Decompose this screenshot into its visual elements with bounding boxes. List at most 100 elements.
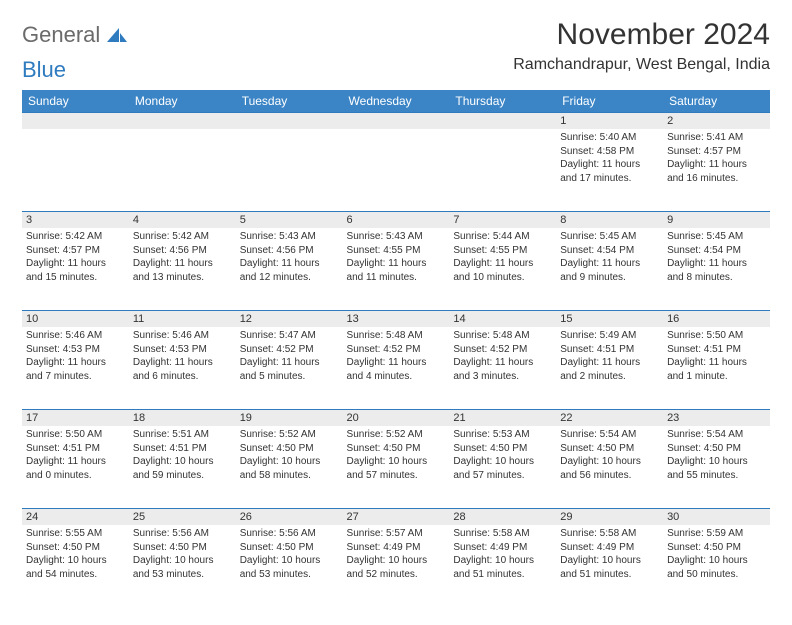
- d2-text: and 6 minutes.: [133, 370, 232, 384]
- d1-text: Daylight: 10 hours: [347, 455, 446, 469]
- d1-text: Daylight: 11 hours: [26, 257, 125, 271]
- daynum-cell: 17: [22, 409, 129, 426]
- day-content: Sunrise: 5:54 AMSunset: 4:50 PMDaylight:…: [556, 426, 663, 488]
- d2-text: and 56 minutes.: [560, 469, 659, 483]
- d2-text: and 9 minutes.: [560, 271, 659, 285]
- day-number: 9: [663, 211, 770, 228]
- day-cell: Sunrise: 5:51 AMSunset: 4:51 PMDaylight:…: [129, 426, 236, 508]
- sunrise-text: Sunrise: 5:56 AM: [133, 527, 232, 541]
- daynum-cell: [22, 112, 129, 129]
- d2-text: and 17 minutes.: [560, 172, 659, 186]
- sunrise-text: Sunrise: 5:45 AM: [560, 230, 659, 244]
- daynum-cell: 11: [129, 310, 236, 327]
- sunrise-text: Sunrise: 5:59 AM: [667, 527, 766, 541]
- d2-text: and 3 minutes.: [453, 370, 552, 384]
- day-number: 1: [556, 112, 663, 129]
- weekday-header: Tuesday: [236, 90, 343, 112]
- content-row: Sunrise: 5:55 AMSunset: 4:50 PMDaylight:…: [22, 525, 770, 607]
- content-row: Sunrise: 5:50 AMSunset: 4:51 PMDaylight:…: [22, 426, 770, 508]
- sunrise-text: Sunrise: 5:48 AM: [347, 329, 446, 343]
- day-cell: Sunrise: 5:49 AMSunset: 4:51 PMDaylight:…: [556, 327, 663, 409]
- daynum-row: 12: [22, 112, 770, 129]
- sunrise-text: Sunrise: 5:46 AM: [133, 329, 232, 343]
- d2-text: and 4 minutes.: [347, 370, 446, 384]
- day-number: 14: [449, 310, 556, 327]
- d1-text: Daylight: 11 hours: [453, 257, 552, 271]
- d1-text: Daylight: 10 hours: [240, 554, 339, 568]
- d2-text: and 55 minutes.: [667, 469, 766, 483]
- sunrise-text: Sunrise: 5:41 AM: [667, 131, 766, 145]
- d1-text: Daylight: 10 hours: [560, 554, 659, 568]
- day-cell: [449, 129, 556, 211]
- day-content: Sunrise: 5:48 AMSunset: 4:52 PMDaylight:…: [343, 327, 450, 389]
- day-cell: Sunrise: 5:41 AMSunset: 4:57 PMDaylight:…: [663, 129, 770, 211]
- d1-text: Daylight: 11 hours: [240, 356, 339, 370]
- day-cell: Sunrise: 5:56 AMSunset: 4:50 PMDaylight:…: [129, 525, 236, 607]
- day-content: Sunrise: 5:56 AMSunset: 4:50 PMDaylight:…: [129, 525, 236, 587]
- day-number: 13: [343, 310, 450, 327]
- day-content: Sunrise: 5:42 AMSunset: 4:56 PMDaylight:…: [129, 228, 236, 290]
- location: Ramchandrapur, West Bengal, India: [513, 56, 770, 74]
- d1-text: Daylight: 11 hours: [133, 257, 232, 271]
- sunset-text: Sunset: 4:50 PM: [133, 541, 232, 555]
- weekday-header: Sunday: [22, 90, 129, 112]
- d2-text: and 51 minutes.: [560, 568, 659, 582]
- day-content: Sunrise: 5:58 AMSunset: 4:49 PMDaylight:…: [449, 525, 556, 587]
- sunrise-text: Sunrise: 5:46 AM: [26, 329, 125, 343]
- day-cell: Sunrise: 5:46 AMSunset: 4:53 PMDaylight:…: [22, 327, 129, 409]
- logo: General Blue: [22, 18, 127, 82]
- sunrise-text: Sunrise: 5:53 AM: [453, 428, 552, 442]
- sunrise-text: Sunrise: 5:42 AM: [26, 230, 125, 244]
- day-content: Sunrise: 5:42 AMSunset: 4:57 PMDaylight:…: [22, 228, 129, 290]
- d1-text: Daylight: 11 hours: [560, 158, 659, 172]
- daynum-cell: 13: [343, 310, 450, 327]
- sunset-text: Sunset: 4:57 PM: [667, 145, 766, 159]
- d2-text: and 2 minutes.: [560, 370, 659, 384]
- day-cell: Sunrise: 5:44 AMSunset: 4:55 PMDaylight:…: [449, 228, 556, 310]
- sunset-text: Sunset: 4:51 PM: [560, 343, 659, 357]
- sunrise-text: Sunrise: 5:51 AM: [133, 428, 232, 442]
- daynum-cell: 28: [449, 508, 556, 525]
- sunrise-text: Sunrise: 5:55 AM: [26, 527, 125, 541]
- sunrise-text: Sunrise: 5:54 AM: [667, 428, 766, 442]
- day-cell: Sunrise: 5:52 AMSunset: 4:50 PMDaylight:…: [343, 426, 450, 508]
- sunset-text: Sunset: 4:52 PM: [453, 343, 552, 357]
- daynum-cell: 30: [663, 508, 770, 525]
- day-cell: Sunrise: 5:48 AMSunset: 4:52 PMDaylight:…: [343, 327, 450, 409]
- day-content: Sunrise: 5:54 AMSunset: 4:50 PMDaylight:…: [663, 426, 770, 488]
- daynum-cell: 26: [236, 508, 343, 525]
- day-content: Sunrise: 5:48 AMSunset: 4:52 PMDaylight:…: [449, 327, 556, 389]
- d1-text: Daylight: 10 hours: [453, 455, 552, 469]
- sunrise-text: Sunrise: 5:52 AM: [347, 428, 446, 442]
- sunrise-text: Sunrise: 5:58 AM: [453, 527, 552, 541]
- calendar-body: 12Sunrise: 5:40 AMSunset: 4:58 PMDayligh…: [22, 112, 770, 607]
- day-number: 11: [129, 310, 236, 327]
- sunrise-text: Sunrise: 5:52 AM: [240, 428, 339, 442]
- daynum-cell: [236, 112, 343, 129]
- sunset-text: Sunset: 4:52 PM: [347, 343, 446, 357]
- sunset-text: Sunset: 4:54 PM: [560, 244, 659, 258]
- d1-text: Daylight: 10 hours: [560, 455, 659, 469]
- daynum-cell: 29: [556, 508, 663, 525]
- day-cell: Sunrise: 5:42 AMSunset: 4:56 PMDaylight:…: [129, 228, 236, 310]
- calendar-table: Sunday Monday Tuesday Wednesday Thursday…: [22, 90, 770, 607]
- day-content: Sunrise: 5:46 AMSunset: 4:53 PMDaylight:…: [22, 327, 129, 389]
- weekday-header-row: Sunday Monday Tuesday Wednesday Thursday…: [22, 90, 770, 112]
- daynum-cell: [343, 112, 450, 129]
- day-content: Sunrise: 5:56 AMSunset: 4:50 PMDaylight:…: [236, 525, 343, 587]
- sunset-text: Sunset: 4:50 PM: [26, 541, 125, 555]
- sunset-text: Sunset: 4:50 PM: [240, 442, 339, 456]
- d1-text: Daylight: 10 hours: [240, 455, 339, 469]
- daynum-cell: 19: [236, 409, 343, 426]
- daynum-row: 10111213141516: [22, 310, 770, 327]
- weekday-header: Thursday: [449, 90, 556, 112]
- day-cell: Sunrise: 5:43 AMSunset: 4:55 PMDaylight:…: [343, 228, 450, 310]
- day-cell: Sunrise: 5:58 AMSunset: 4:49 PMDaylight:…: [449, 525, 556, 607]
- day-content: Sunrise: 5:44 AMSunset: 4:55 PMDaylight:…: [449, 228, 556, 290]
- day-number: 12: [236, 310, 343, 327]
- title-block: November 2024 Ramchandrapur, West Bengal…: [513, 18, 770, 74]
- daynum-cell: 9: [663, 211, 770, 228]
- daynum-row: 17181920212223: [22, 409, 770, 426]
- d2-text: and 57 minutes.: [347, 469, 446, 483]
- day-cell: Sunrise: 5:54 AMSunset: 4:50 PMDaylight:…: [556, 426, 663, 508]
